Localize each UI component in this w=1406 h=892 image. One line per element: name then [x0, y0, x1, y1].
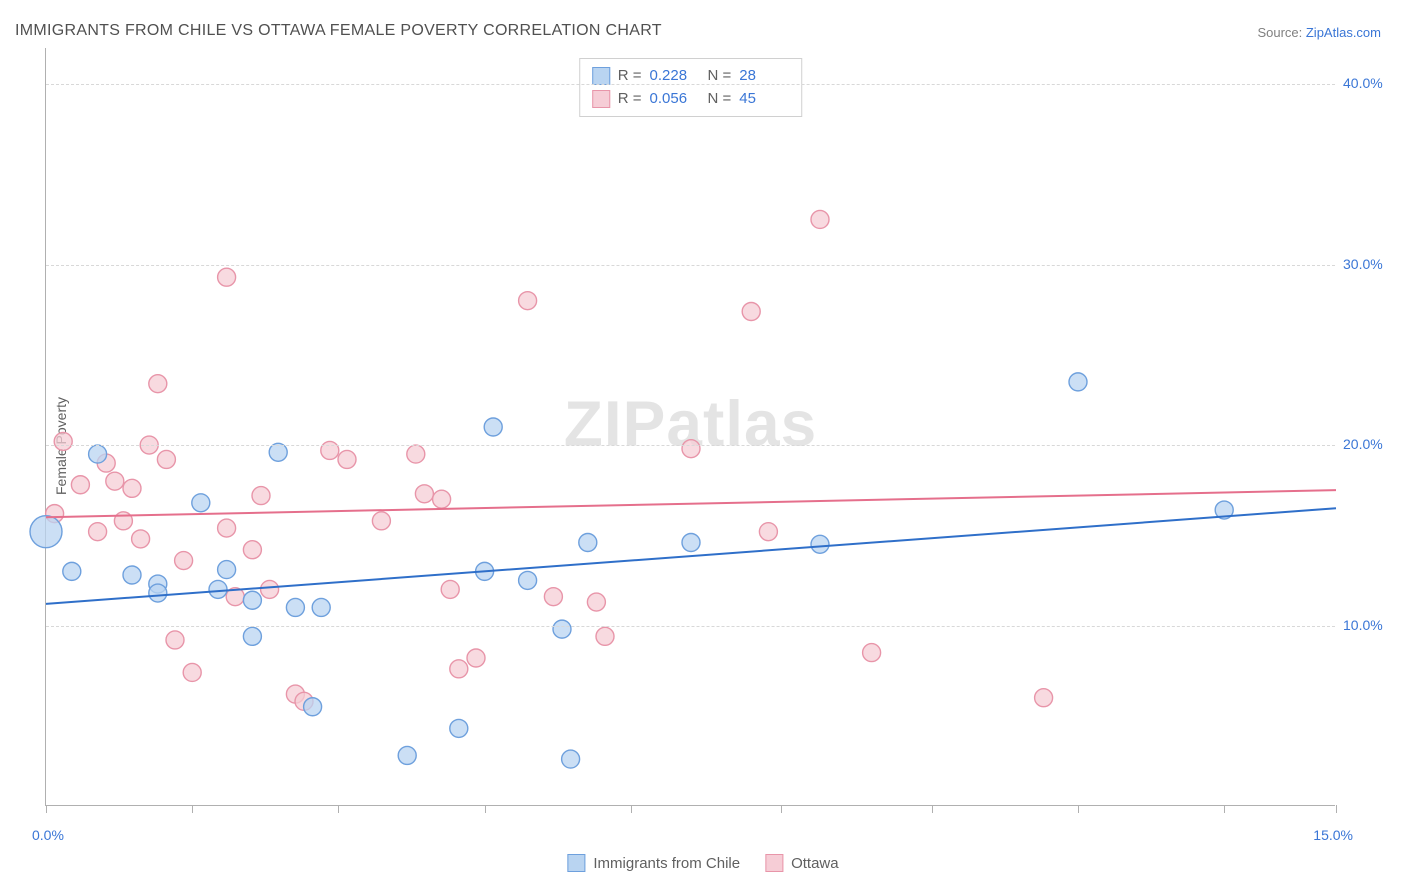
gridline: [46, 84, 1335, 85]
gridline: [46, 626, 1335, 627]
data-point: [166, 631, 184, 649]
chart-container: IMMIGRANTS FROM CHILE VS OTTAWA FEMALE P…: [0, 0, 1406, 892]
data-point: [89, 523, 107, 541]
data-point: [261, 580, 279, 598]
data-point: [243, 627, 261, 645]
data-point: [863, 644, 881, 662]
data-point: [596, 627, 614, 645]
data-point: [579, 534, 597, 552]
x-tick: [46, 805, 47, 813]
data-point: [175, 552, 193, 570]
data-point: [123, 479, 141, 497]
x-tick: [781, 805, 782, 813]
legend-label-blue: Immigrants from Chile: [593, 855, 740, 872]
data-point: [519, 571, 537, 589]
data-point: [544, 588, 562, 606]
legend-stats: R = 0.228 N = 28 R = 0.056 N = 45: [579, 58, 803, 117]
legend-item-blue: Immigrants from Chile: [567, 854, 740, 872]
data-point: [54, 432, 72, 450]
data-point: [811, 535, 829, 553]
data-point: [519, 292, 537, 310]
data-point: [63, 562, 81, 580]
data-point: [243, 591, 261, 609]
data-point: [106, 472, 124, 490]
data-point: [553, 620, 571, 638]
data-point: [1069, 373, 1087, 391]
data-point: [1035, 689, 1053, 707]
legend-series: Immigrants from Chile Ottawa: [567, 854, 838, 872]
y-tick-label: 40.0%: [1343, 75, 1393, 91]
data-point: [811, 210, 829, 228]
data-point: [398, 746, 416, 764]
data-point: [441, 580, 459, 598]
data-point: [407, 445, 425, 463]
x-tick: [192, 805, 193, 813]
y-tick-label: 10.0%: [1343, 617, 1393, 633]
data-point: [450, 719, 468, 737]
source-link[interactable]: ZipAtlas.com: [1306, 25, 1381, 40]
data-point: [338, 450, 356, 468]
data-point: [252, 487, 270, 505]
data-point: [89, 445, 107, 463]
data-point: [467, 649, 485, 667]
data-point: [484, 418, 502, 436]
data-point: [218, 268, 236, 286]
x-tick: [1224, 805, 1225, 813]
data-point: [157, 450, 175, 468]
data-point: [682, 440, 700, 458]
data-point: [192, 494, 210, 512]
plot-area: ZIPatlas R = 0.228 N = 28 R = 0.056 N = …: [45, 48, 1335, 806]
data-point: [304, 698, 322, 716]
x-tick: [485, 805, 486, 813]
data-point: [433, 490, 451, 508]
x-tick-label-min: 0.0%: [32, 827, 64, 843]
data-point: [587, 593, 605, 611]
legend-label-pink: Ottawa: [791, 855, 839, 872]
legend-swatch-blue-2: [567, 854, 585, 872]
x-tick-label-max: 15.0%: [1313, 827, 1353, 843]
data-point: [149, 375, 167, 393]
data-point: [209, 580, 227, 598]
data-point: [123, 566, 141, 584]
data-point: [562, 750, 580, 768]
legend-item-pink: Ottawa: [765, 854, 839, 872]
data-point: [450, 660, 468, 678]
legend-stats-row-pink: R = 0.056 N = 45: [592, 88, 790, 111]
data-point: [312, 598, 330, 616]
plot-svg: [46, 48, 1336, 806]
x-tick: [338, 805, 339, 813]
data-point: [682, 534, 700, 552]
x-tick: [1336, 805, 1337, 813]
data-point: [218, 561, 236, 579]
x-tick: [1078, 805, 1079, 813]
data-point: [149, 584, 167, 602]
data-point: [759, 523, 777, 541]
y-tick-label: 30.0%: [1343, 256, 1393, 272]
x-tick: [932, 805, 933, 813]
data-point: [30, 516, 62, 548]
source-caption: Source: ZipAtlas.com: [1257, 25, 1381, 40]
gridline: [46, 445, 1335, 446]
legend-swatch-blue: [592, 67, 610, 85]
data-point: [286, 598, 304, 616]
data-point: [742, 302, 760, 320]
data-point: [183, 663, 201, 681]
data-point: [218, 519, 236, 537]
source-label: Source:: [1257, 25, 1305, 40]
legend-swatch-pink-2: [765, 854, 783, 872]
trend-line: [46, 508, 1336, 604]
data-point: [132, 530, 150, 548]
data-point: [372, 512, 390, 530]
y-tick-label: 20.0%: [1343, 436, 1393, 452]
legend-swatch-pink: [592, 90, 610, 108]
chart-title: IMMIGRANTS FROM CHILE VS OTTAWA FEMALE P…: [15, 22, 662, 40]
trend-line: [46, 490, 1336, 517]
data-point: [243, 541, 261, 559]
gridline: [46, 265, 1335, 266]
data-point: [71, 476, 89, 494]
x-tick: [631, 805, 632, 813]
data-point: [415, 485, 433, 503]
